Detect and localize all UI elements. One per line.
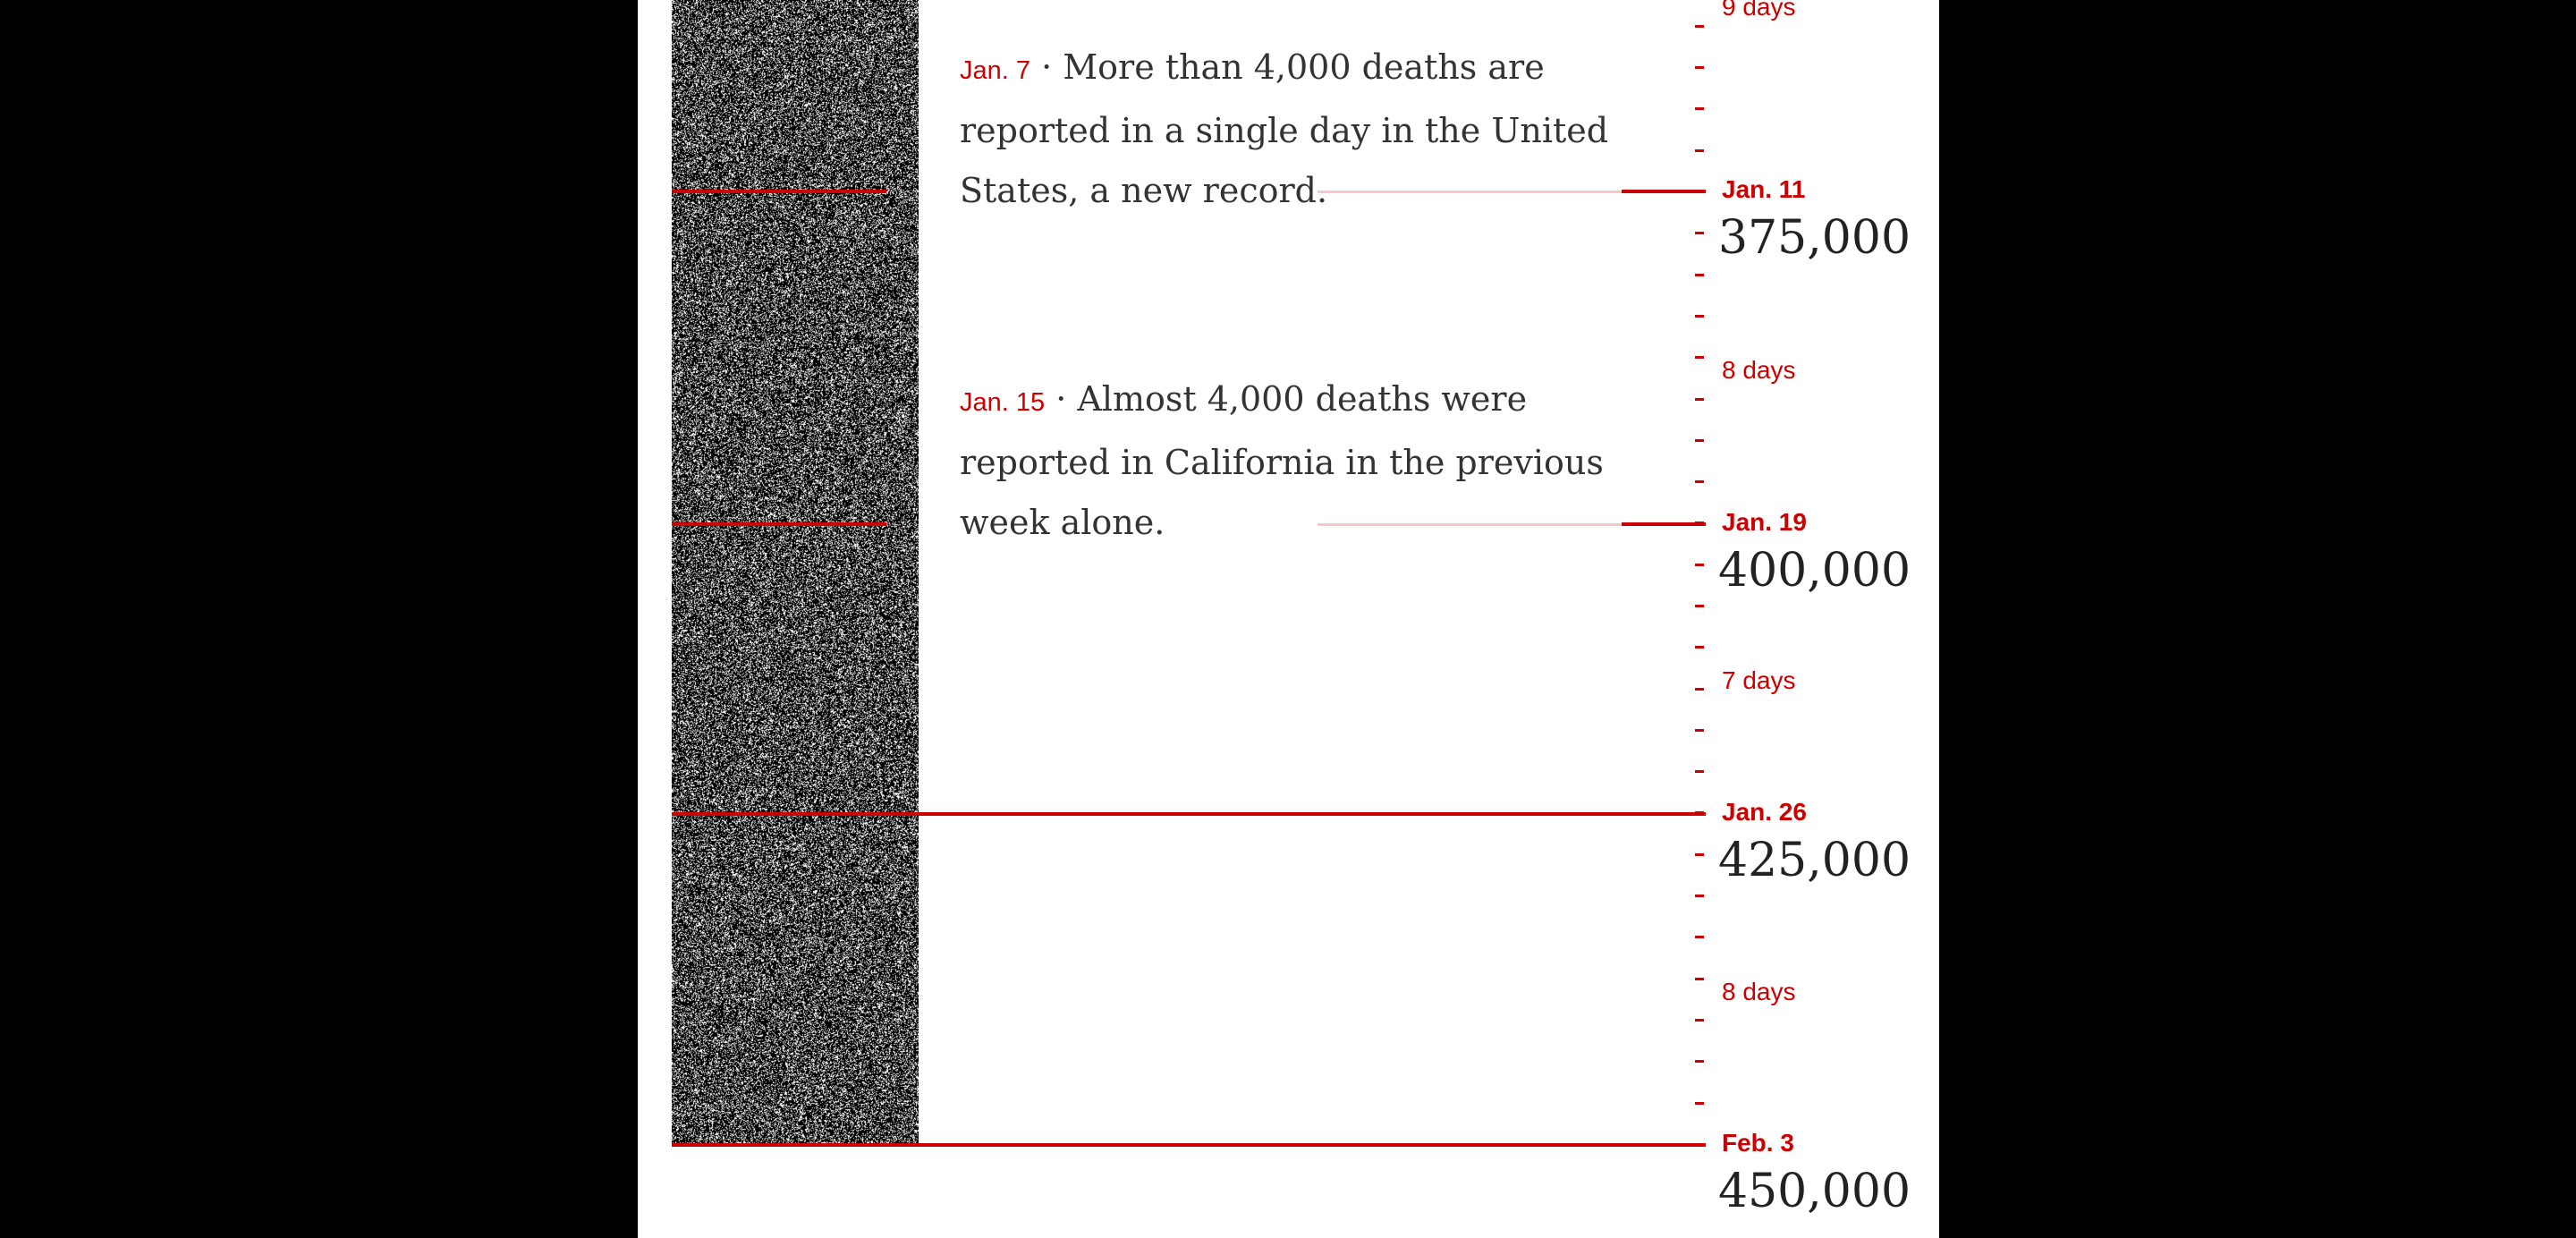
day-tick	[1695, 1102, 1704, 1105]
milestone-count: 375,000	[1718, 211, 1911, 265]
day-tick	[1695, 232, 1704, 234]
day-tick	[1695, 605, 1704, 607]
day-tick	[1695, 66, 1704, 69]
milestone-rule-right	[1622, 522, 1706, 526]
day-tick	[1695, 729, 1704, 732]
day-tick	[1695, 149, 1704, 152]
day-tick	[1695, 1019, 1704, 1022]
day-tick	[1695, 770, 1704, 773]
annotation-date: Jan. 15	[960, 388, 1046, 417]
milestone-date: Feb. 3	[1722, 1129, 1794, 1157]
milestone-rule-left	[672, 522, 886, 526]
interval-label: 7 days	[1722, 666, 1796, 694]
milestone-rule	[672, 812, 1706, 816]
day-tick	[1695, 274, 1704, 276]
milestone-count: 400,000	[1718, 544, 1911, 598]
milestone-rule	[672, 1143, 1706, 1147]
interval-label: 8 days	[1722, 978, 1796, 1005]
annotation-jan-15: Jan. 15 · Almost 4,000 deaths were repor…	[960, 369, 1622, 553]
day-tick	[1695, 1060, 1704, 1063]
day-tick	[1695, 564, 1704, 566]
milestone-date: Jan. 19	[1722, 508, 1807, 536]
day-tick	[1695, 646, 1704, 649]
annotation-text: · More than 4,000 deaths are reported in…	[960, 47, 1609, 210]
milestone-rule-faint	[1318, 191, 1622, 193]
interval-label: 9 days	[1722, 0, 1796, 21]
day-tick	[1695, 688, 1704, 691]
deaths-dot-column	[672, 0, 919, 1145]
annotation-date: Jan. 7	[960, 56, 1030, 85]
day-tick	[1695, 315, 1704, 318]
annotation-text: · Almost 4,000 deaths were reported in C…	[960, 379, 1604, 542]
milestone-rule-faint	[1318, 523, 1622, 526]
milestone-date: Jan. 11	[1722, 175, 1806, 203]
day-tick	[1695, 853, 1704, 856]
day-tick	[1695, 480, 1704, 483]
day-tick	[1695, 936, 1704, 938]
milestone-rule-left	[672, 190, 886, 193]
annotation-jan-7: Jan. 7 · More than 4,000 deaths are repo…	[960, 38, 1640, 221]
day-tick	[1695, 107, 1704, 110]
milestone-count: 425,000	[1718, 834, 1911, 887]
milestone-count: 450,000	[1718, 1165, 1911, 1218]
day-tick	[1695, 439, 1704, 442]
milestone-rule-right	[1622, 190, 1706, 193]
day-tick	[1695, 398, 1704, 401]
interval-label: 8 days	[1722, 356, 1796, 384]
chart-page: Jan. 7 · More than 4,000 deaths are repo…	[638, 0, 1939, 1238]
day-tick	[1695, 25, 1704, 28]
day-tick	[1695, 895, 1704, 897]
day-tick	[1695, 356, 1704, 359]
day-tick	[1695, 978, 1704, 980]
milestone-date: Jan. 26	[1722, 798, 1807, 826]
